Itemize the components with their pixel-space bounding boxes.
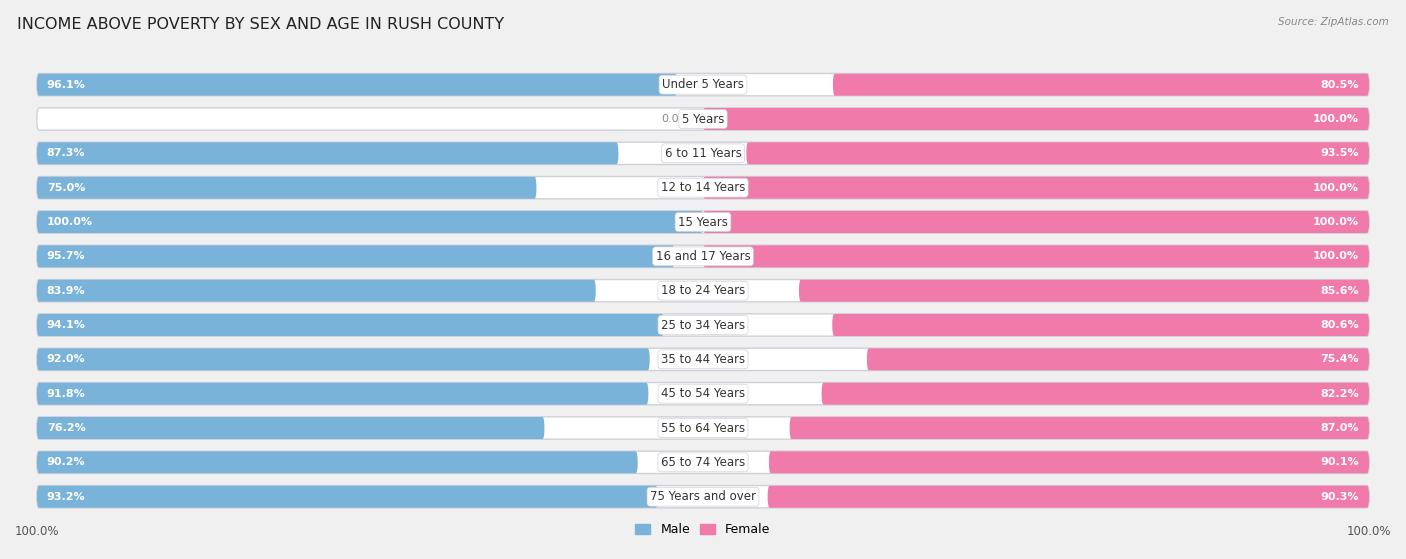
Text: 5 Years: 5 Years bbox=[682, 112, 724, 126]
FancyBboxPatch shape bbox=[37, 211, 703, 233]
Text: 93.2%: 93.2% bbox=[46, 492, 86, 501]
Text: 35 to 44 Years: 35 to 44 Years bbox=[661, 353, 745, 366]
FancyBboxPatch shape bbox=[747, 142, 1369, 164]
FancyBboxPatch shape bbox=[37, 382, 1369, 405]
FancyBboxPatch shape bbox=[37, 211, 1369, 233]
Text: 16 and 17 Years: 16 and 17 Years bbox=[655, 250, 751, 263]
FancyBboxPatch shape bbox=[768, 486, 1369, 508]
Text: 75 Years and over: 75 Years and over bbox=[650, 490, 756, 503]
FancyBboxPatch shape bbox=[832, 73, 1369, 96]
FancyBboxPatch shape bbox=[37, 486, 658, 508]
Text: 83.9%: 83.9% bbox=[46, 286, 86, 296]
Text: 93.5%: 93.5% bbox=[1320, 148, 1360, 158]
FancyBboxPatch shape bbox=[37, 314, 664, 336]
Text: 80.6%: 80.6% bbox=[1320, 320, 1360, 330]
Text: 94.1%: 94.1% bbox=[46, 320, 86, 330]
Text: 90.1%: 90.1% bbox=[1320, 457, 1360, 467]
Text: 25 to 34 Years: 25 to 34 Years bbox=[661, 319, 745, 331]
Text: INCOME ABOVE POVERTY BY SEX AND AGE IN RUSH COUNTY: INCOME ABOVE POVERTY BY SEX AND AGE IN R… bbox=[17, 17, 503, 32]
FancyBboxPatch shape bbox=[37, 108, 1369, 130]
FancyBboxPatch shape bbox=[37, 486, 1369, 508]
Text: 45 to 54 Years: 45 to 54 Years bbox=[661, 387, 745, 400]
FancyBboxPatch shape bbox=[37, 73, 1369, 96]
FancyBboxPatch shape bbox=[37, 245, 1369, 268]
FancyBboxPatch shape bbox=[37, 177, 537, 199]
FancyBboxPatch shape bbox=[703, 245, 1369, 268]
Text: 76.2%: 76.2% bbox=[46, 423, 86, 433]
Text: 15 Years: 15 Years bbox=[678, 216, 728, 229]
FancyBboxPatch shape bbox=[37, 417, 1369, 439]
Text: 87.0%: 87.0% bbox=[1320, 423, 1360, 433]
Text: 90.2%: 90.2% bbox=[46, 457, 86, 467]
Text: 91.8%: 91.8% bbox=[46, 389, 86, 399]
FancyBboxPatch shape bbox=[37, 451, 638, 473]
Text: 0.0%: 0.0% bbox=[661, 114, 690, 124]
FancyBboxPatch shape bbox=[37, 314, 1369, 336]
Text: 100.0%: 100.0% bbox=[1313, 252, 1360, 262]
Text: 80.5%: 80.5% bbox=[1320, 80, 1360, 89]
Legend: Male, Female: Male, Female bbox=[630, 518, 776, 541]
FancyBboxPatch shape bbox=[703, 177, 1369, 199]
FancyBboxPatch shape bbox=[703, 108, 1369, 130]
Text: 75.0%: 75.0% bbox=[46, 183, 86, 193]
Text: 85.6%: 85.6% bbox=[1320, 286, 1360, 296]
Text: 65 to 74 Years: 65 to 74 Years bbox=[661, 456, 745, 469]
FancyBboxPatch shape bbox=[37, 73, 678, 96]
Text: 12 to 14 Years: 12 to 14 Years bbox=[661, 181, 745, 194]
FancyBboxPatch shape bbox=[37, 177, 1369, 199]
Text: 18 to 24 Years: 18 to 24 Years bbox=[661, 284, 745, 297]
Text: 75.4%: 75.4% bbox=[1320, 354, 1360, 364]
Text: 6 to 11 Years: 6 to 11 Years bbox=[665, 147, 741, 160]
Text: 100.0%: 100.0% bbox=[1313, 183, 1360, 193]
FancyBboxPatch shape bbox=[832, 314, 1369, 336]
FancyBboxPatch shape bbox=[769, 451, 1369, 473]
FancyBboxPatch shape bbox=[37, 280, 596, 302]
FancyBboxPatch shape bbox=[790, 417, 1369, 439]
Text: 96.1%: 96.1% bbox=[46, 80, 86, 89]
FancyBboxPatch shape bbox=[37, 348, 1369, 371]
FancyBboxPatch shape bbox=[868, 348, 1369, 371]
FancyBboxPatch shape bbox=[799, 280, 1369, 302]
Text: 92.0%: 92.0% bbox=[46, 354, 86, 364]
FancyBboxPatch shape bbox=[821, 382, 1369, 405]
Text: 55 to 64 Years: 55 to 64 Years bbox=[661, 421, 745, 434]
Text: 87.3%: 87.3% bbox=[46, 148, 86, 158]
Text: 100.0%: 100.0% bbox=[1313, 217, 1360, 227]
Text: 82.2%: 82.2% bbox=[1320, 389, 1360, 399]
FancyBboxPatch shape bbox=[37, 142, 1369, 164]
Text: Source: ZipAtlas.com: Source: ZipAtlas.com bbox=[1278, 17, 1389, 27]
FancyBboxPatch shape bbox=[37, 280, 1369, 302]
FancyBboxPatch shape bbox=[37, 382, 648, 405]
Text: 100.0%: 100.0% bbox=[1313, 114, 1360, 124]
FancyBboxPatch shape bbox=[37, 348, 650, 371]
FancyBboxPatch shape bbox=[37, 245, 675, 268]
Text: 100.0%: 100.0% bbox=[46, 217, 93, 227]
Text: 95.7%: 95.7% bbox=[46, 252, 86, 262]
FancyBboxPatch shape bbox=[703, 211, 1369, 233]
Text: Under 5 Years: Under 5 Years bbox=[662, 78, 744, 91]
Text: 90.3%: 90.3% bbox=[1320, 492, 1360, 501]
FancyBboxPatch shape bbox=[37, 451, 1369, 473]
FancyBboxPatch shape bbox=[37, 417, 544, 439]
FancyBboxPatch shape bbox=[37, 142, 619, 164]
